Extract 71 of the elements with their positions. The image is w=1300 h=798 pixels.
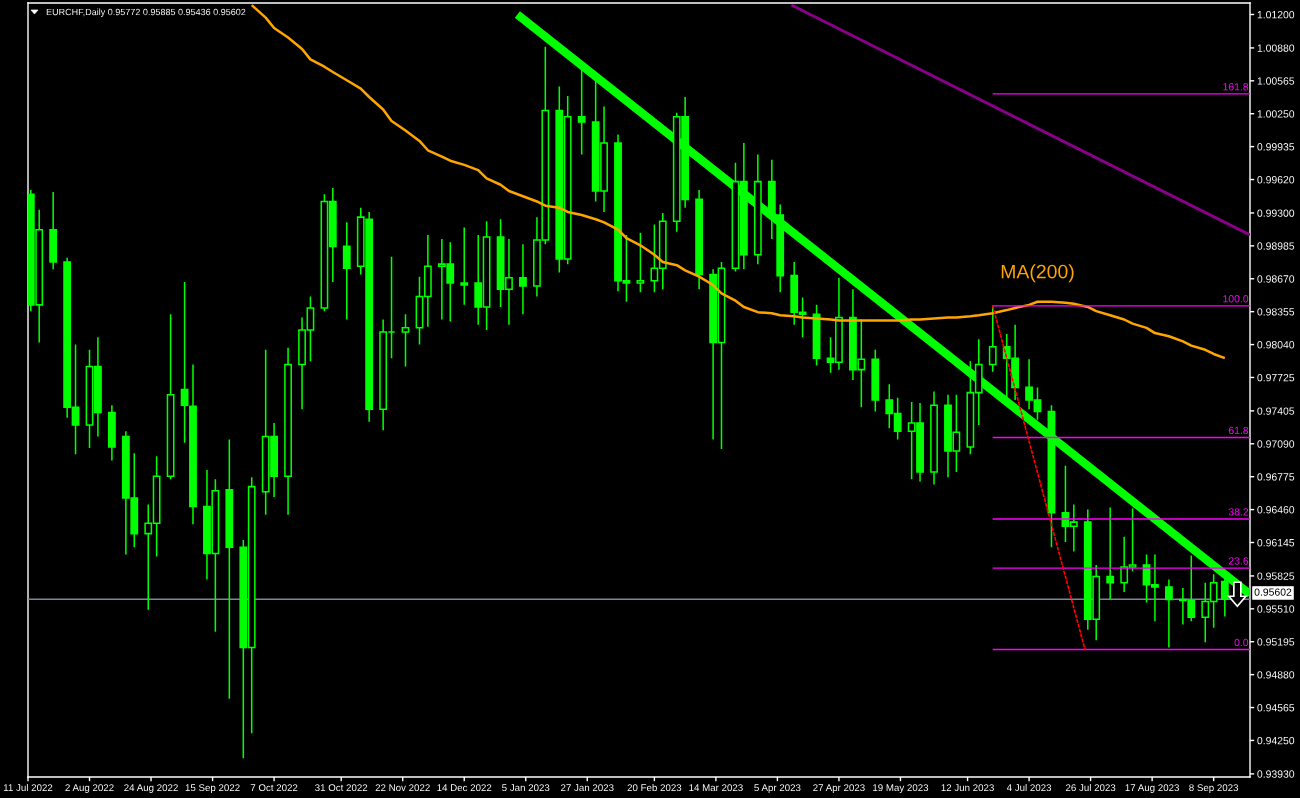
ref-line-label: 0.95602 (1254, 588, 1292, 596)
x-tick-label: 20 Feb 2023 (627, 783, 682, 792)
series-label: 0.0 (1234, 638, 1249, 647)
series-label: 61.8 (1228, 426, 1249, 435)
y-tick-label: 1.01200 (1257, 10, 1295, 19)
y-tick-label: 0.99300 (1257, 209, 1295, 217)
y-tick-label: 0.99935 (1257, 143, 1295, 151)
y-tick-label: 0.99620 (1257, 176, 1295, 184)
candlestick (107, 404, 116, 462)
series-label: 23.6 (1228, 557, 1249, 565)
text: EURCHF,Daily 0.95772 0.95885 0.95436 0.95602 (46, 8, 246, 17)
y-tick-label: 0.96460 (1257, 506, 1295, 514)
y-tick-label: 0.95825 (1257, 572, 1295, 580)
candlestick (988, 305, 997, 373)
y-tick-label: 0.94565 (1257, 704, 1295, 712)
series-label: 38.2 (1228, 508, 1249, 516)
y-tick-label: 0.98355 (1257, 308, 1295, 316)
y-tick-label: 0.93930 (1257, 770, 1295, 778)
x-tick-label: 5 Apr 2023 (754, 784, 801, 794)
candlestick (225, 438, 234, 700)
x-tick-label: 12 Jun 2023 (941, 784, 994, 792)
x-tick-label: 26 Jul 2023 (1065, 783, 1116, 792)
x-tick-label: 15 Sep 2022 (185, 784, 240, 794)
candlestick (166, 313, 175, 481)
y-tick-label: 0.95510 (1257, 605, 1295, 613)
y-tick-label: 1.00565 (1257, 77, 1295, 85)
candlestick (1164, 578, 1173, 649)
y-tick-label: 0.98040 (1257, 341, 1295, 349)
y-tick-label: 0.96145 (1257, 539, 1295, 547)
y-tick-label: 0.95195 (1257, 638, 1295, 646)
x-tick-label: 7 Oct 2022 (250, 784, 298, 792)
x-tick-label: 2 Aug 2022 (65, 784, 114, 794)
candlestick (460, 226, 469, 306)
candlestick (401, 313, 410, 368)
x-tick-label: 8 Sep 2023 (1189, 784, 1239, 794)
x-tick-label: 19 May 2023 (873, 784, 929, 794)
y-tick-label: 0.98985 (1257, 242, 1295, 250)
x-tick-label: 4 Jul 2023 (1006, 783, 1052, 792)
x-tick-label: 27 Apr 2023 (813, 784, 865, 794)
candlestick (753, 153, 762, 265)
x-tick-label: 22 Nov 2022 (375, 784, 430, 792)
series-label: MA(200) (1001, 264, 1074, 283)
y-tick-label: 0.98670 (1257, 275, 1295, 283)
y-tick-label: 0.97090 (1257, 440, 1295, 448)
y-tick-label: 0.97405 (1257, 407, 1295, 415)
series-label: 100.0 (1223, 295, 1249, 303)
x-tick-label: 24 Aug 2022 (124, 784, 178, 794)
y-tick-label: 0.97725 (1257, 373, 1295, 382)
x-tick-label: 31 Oct 2022 (315, 784, 368, 792)
candlestick (636, 232, 645, 294)
x-tick-label: 17 Aug 2023 (1125, 784, 1180, 794)
y-tick-label: 0.94880 (1257, 671, 1295, 679)
candlestick (342, 221, 351, 321)
candlestick (284, 346, 292, 516)
candlestick (1106, 506, 1115, 601)
y-tick-label: 0.96775 (1257, 473, 1295, 481)
x-tick-label: 14 Mar 2023 (689, 784, 743, 792)
x-tick-label: 11 Jul 2022 (3, 783, 53, 792)
y-tick-label: 1.00880 (1257, 44, 1295, 52)
series-label: 161.8 (1223, 83, 1249, 91)
candlestick (519, 243, 527, 316)
x-tick-label: 14 Dec 2022 (437, 784, 492, 792)
candlestick (871, 349, 880, 413)
candlestick (695, 189, 704, 290)
y-tick-label: 0.94250 (1257, 736, 1295, 745)
candlestick (49, 191, 58, 271)
candlestick (577, 66, 586, 156)
y-tick-label: 1.00250 (1257, 110, 1295, 118)
x-tick-label: 27 Jan 2023 (561, 784, 614, 792)
candlestick (930, 390, 938, 486)
x-tick-label: 5 Jan 2023 (502, 784, 550, 792)
